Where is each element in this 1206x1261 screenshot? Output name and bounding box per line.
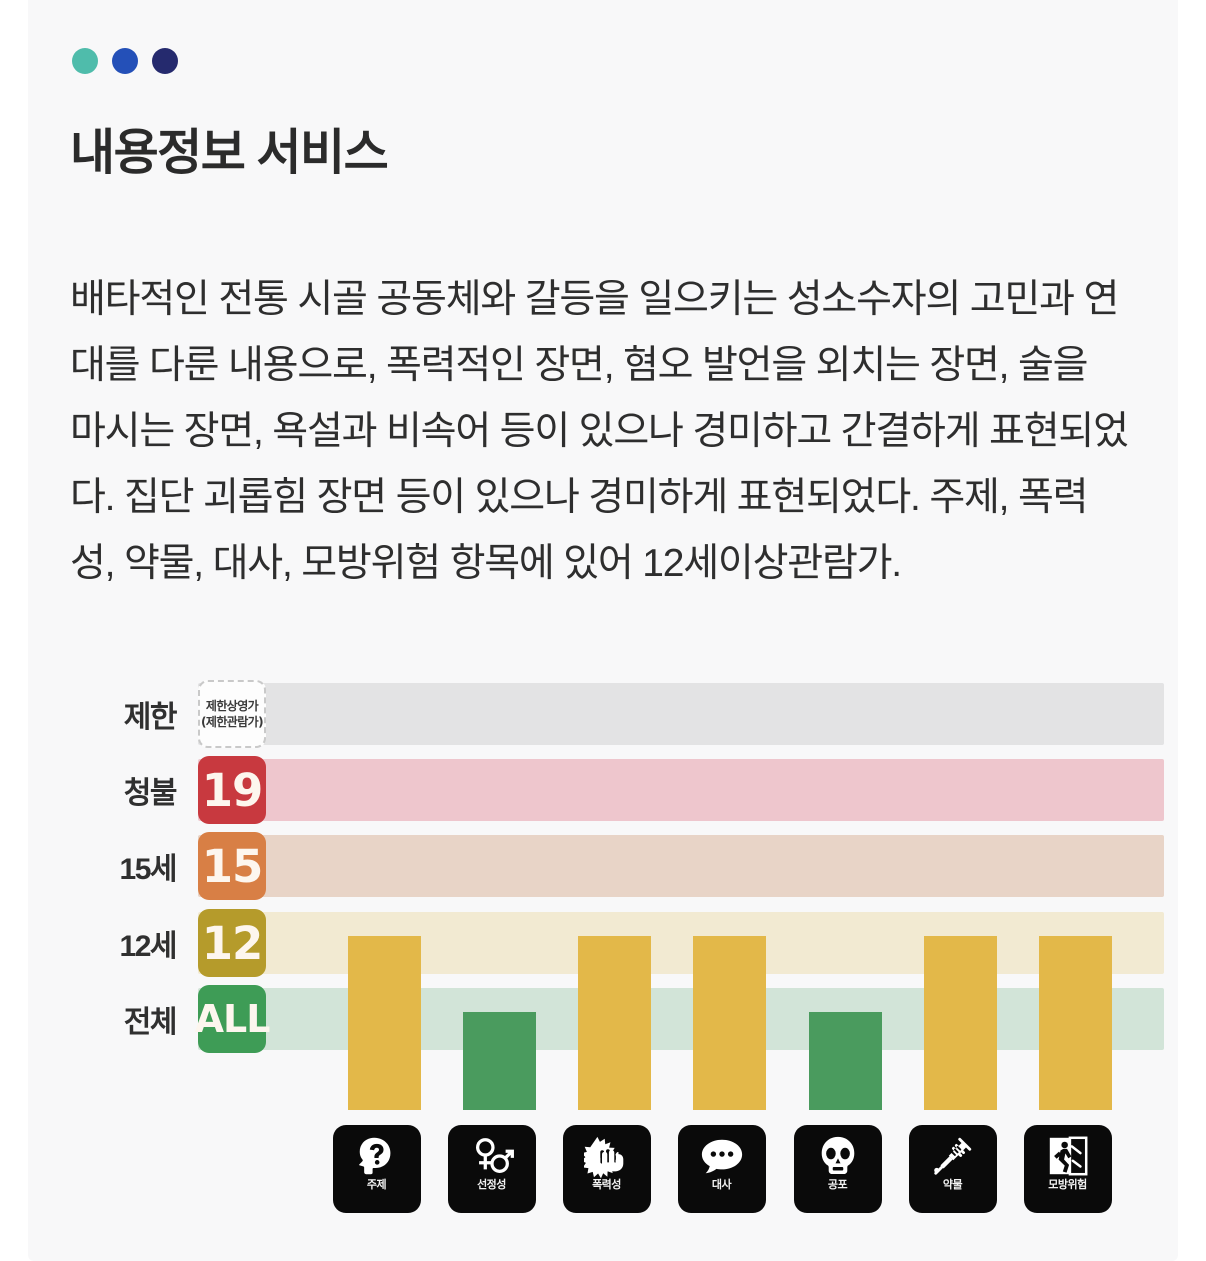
category-tile-대사[interactable]: 대사 [677, 1125, 766, 1213]
rating-bar-약물 [924, 936, 997, 1110]
dot-teal [72, 48, 98, 74]
rating-bar-공포 [809, 1012, 882, 1110]
rating-badge-restricted: 제한상영가 (제한관람가) [198, 680, 266, 748]
rating-row-label-19: 청불 [123, 777, 178, 810]
rating-row-label-12: 12세 [119, 930, 178, 963]
rating-badge-19: 19 [198, 756, 266, 824]
rating-row-label-15: 15세 [119, 853, 178, 886]
gender-symbols-icon [469, 1133, 515, 1179]
speech-bubble-icon [699, 1133, 745, 1179]
rating-bar-주제 [348, 936, 421, 1110]
rating-row-label-restricted: 제한 [123, 701, 178, 734]
category-caption-주제: 주제 [366, 1179, 387, 1191]
rating-band-15 [198, 835, 1164, 897]
rating-band-19 [198, 759, 1164, 821]
category-tile-폭력성[interactable]: 폭력성 [562, 1125, 651, 1213]
rating-bar-대사 [693, 936, 766, 1110]
page-title: 내용정보 서비스 [70, 125, 389, 180]
content-info-card: 내용정보 서비스 배타적인 전통 시골 공동체와 갈등을 일으키는 성소수자의 … [28, 0, 1178, 1261]
fist-impact-icon [583, 1133, 630, 1179]
rating-row-15: 15세 15 [76, 832, 1174, 900]
rating-badge-all: ALL [195, 985, 270, 1053]
rating-row-restricted: 제한 제한상영가 (제한관람가) [76, 680, 1174, 748]
rating-badge-12: 12 [198, 909, 266, 977]
category-tile-주제[interactable]: 주제 [332, 1125, 421, 1213]
rating-band-restricted [198, 683, 1164, 745]
window-jump-icon [1045, 1133, 1091, 1179]
rating-chart: 제한 제한상영가 (제한관람가) 청불 19 15세 15 12세 12 전체 ALL 주제 선정성 폭… [76, 655, 1174, 1225]
category-caption-선정성: 선정성 [477, 1179, 506, 1191]
category-caption-대사: 대사 [711, 1179, 732, 1191]
category-caption-모방위험: 모방위험 [1048, 1179, 1087, 1191]
category-tile-선정성[interactable]: 선정성 [447, 1125, 536, 1213]
category-tile-약물[interactable]: 약물 [908, 1125, 997, 1213]
rating-row-label-all: 전체 [123, 1006, 178, 1039]
category-caption-폭력성: 폭력성 [592, 1179, 621, 1191]
rating-bar-선정성 [463, 1012, 536, 1110]
dot-blue [112, 48, 138, 74]
rating-bar-폭력성 [578, 936, 651, 1110]
rating-bars [76, 655, 1174, 1115]
head-question-icon [354, 1133, 400, 1179]
rating-row-19: 청불 19 [76, 756, 1174, 824]
rating-badge-restricted-line1: 제한상영가 [205, 698, 259, 713]
dot-navy [152, 48, 178, 74]
category-tile-공포[interactable]: 공포 [793, 1125, 882, 1213]
rating-bar-모방위험 [1039, 936, 1112, 1110]
content-description: 배타적인 전통 시골 공동체와 갈등을 일으키는 성소수자의 고민과 연대를 다… [70, 278, 1129, 585]
window-dots [72, 48, 178, 74]
skull-icon [815, 1133, 861, 1179]
category-icon-strip: 주제 선정성 폭력성 대사 공포 약물 모방위험 [76, 1125, 1174, 1221]
category-tile-모방위험[interactable]: 모방위험 [1023, 1125, 1112, 1213]
syringe-icon [930, 1133, 976, 1179]
rating-badge-15: 15 [198, 832, 266, 900]
category-caption-공포: 공포 [827, 1179, 848, 1191]
rating-badge-restricted-line2: (제한관람가) [201, 715, 264, 729]
category-caption-약물: 약물 [942, 1179, 963, 1191]
